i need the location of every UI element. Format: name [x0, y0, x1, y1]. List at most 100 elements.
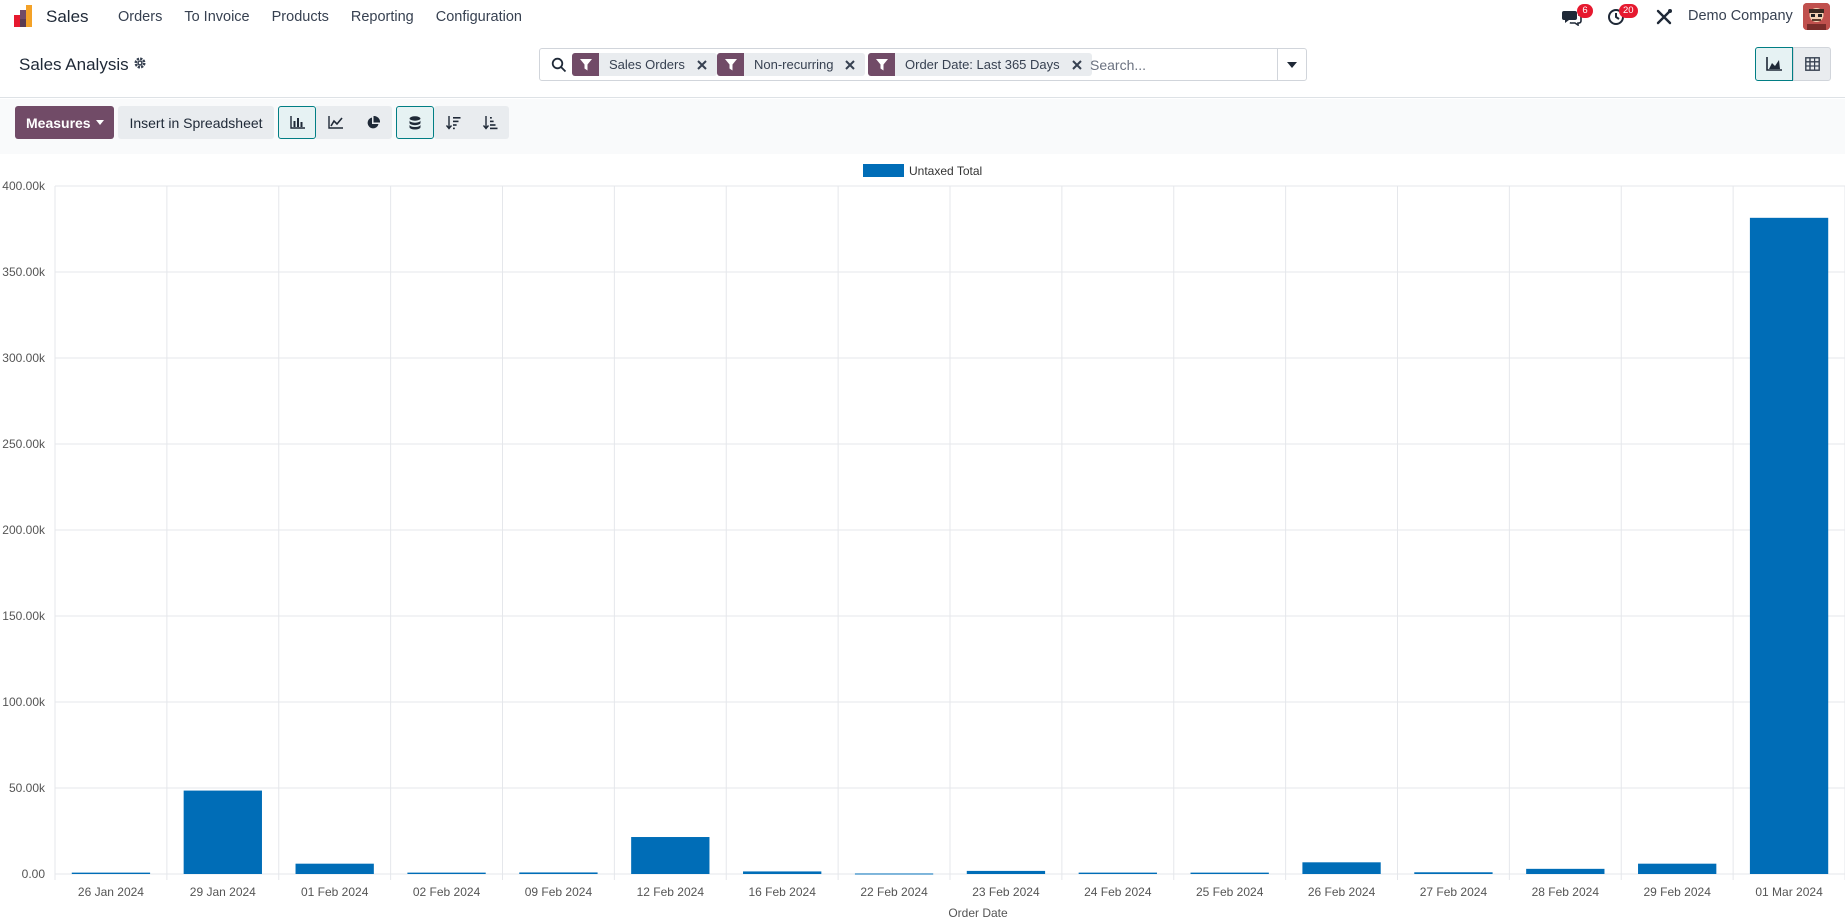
bar	[1302, 862, 1381, 874]
x-tick-label: 29 Feb 2024	[1643, 885, 1711, 899]
bar	[1638, 863, 1717, 874]
line-chart-icon	[327, 116, 343, 129]
bar	[519, 872, 598, 874]
user-avatar[interactable]	[1803, 3, 1830, 30]
bar	[1414, 872, 1493, 874]
x-tick-label: 02 Feb 2024	[413, 885, 481, 899]
facet-sales-orders[interactable]: Sales Orders	[572, 53, 717, 76]
legend-label: Untaxed Total	[909, 164, 982, 178]
graph-view-button[interactable]	[1755, 47, 1793, 81]
y-tick-label: 300.00k	[2, 351, 46, 365]
x-tick-label: 26 Feb 2024	[1308, 885, 1376, 899]
main-menu: Orders To Invoice Products Reporting Con…	[107, 0, 533, 34]
facet-label: Sales Orders	[609, 57, 685, 72]
company-switcher[interactable]: Demo Company	[1688, 8, 1793, 24]
y-tick-label: 350.00k	[2, 265, 46, 279]
y-tick-label: 150.00k	[2, 609, 46, 623]
top-navbar: Sales Orders To Invoice Products Reporti…	[0, 0, 1845, 34]
caret-down-icon	[1287, 61, 1297, 68]
caret-down-icon	[96, 120, 104, 125]
y-tick-label: 0.00	[22, 867, 46, 881]
facet-label: Non-recurring	[754, 57, 834, 72]
filter-icon	[572, 53, 599, 76]
app-name[interactable]: Sales	[46, 7, 89, 26]
sales-app-icon[interactable]	[14, 5, 38, 27]
close-icon[interactable]	[695, 58, 709, 72]
close-icon[interactable]	[843, 58, 857, 72]
x-tick-label: 25 Feb 2024	[1196, 885, 1264, 899]
pivot-view-button[interactable]	[1793, 47, 1831, 81]
line-chart-button[interactable]	[316, 106, 354, 139]
menu-reporting[interactable]: Reporting	[350, 9, 414, 25]
graph-toolbar: Measures Insert in Spreadsheet	[0, 99, 1845, 154]
bar	[407, 872, 486, 874]
menu-to-invoice[interactable]: To Invoice	[184, 9, 250, 25]
x-tick-label: 24 Feb 2024	[1084, 885, 1152, 899]
insert-spreadsheet-button[interactable]: Insert in Spreadsheet	[118, 106, 274, 139]
x-tick-label: 16 Feb 2024	[748, 885, 816, 899]
bar	[631, 837, 710, 874]
y-tick-label: 250.00k	[2, 437, 46, 451]
area-chart-icon	[1766, 57, 1782, 71]
bar-chart-icon	[289, 116, 305, 129]
sort-descending-button[interactable]	[434, 106, 472, 139]
x-tick-label: 01 Feb 2024	[301, 885, 369, 899]
sort-descending-icon	[445, 115, 460, 130]
table-icon	[1804, 57, 1820, 71]
menu-products[interactable]: Products	[271, 9, 329, 25]
bar-chart-button[interactable]	[278, 106, 316, 139]
activities-badge: 20	[1619, 4, 1638, 18]
menu-configuration[interactable]: Configuration	[435, 9, 522, 25]
bar	[71, 872, 151, 874]
search-options-toggle[interactable]	[1277, 49, 1306, 80]
y-tick-label: 50.00k	[9, 781, 46, 795]
bar-chart: 0.00 50.00k 100.00k 150.00k 200.00k 250.00k 30…	[2, 164, 1845, 920]
close-icon[interactable]	[1070, 58, 1084, 72]
x-tick-label: 12 Feb 2024	[637, 885, 705, 899]
messages-badge: 6	[1577, 4, 1593, 18]
bar	[1749, 217, 1829, 874]
bar	[854, 873, 934, 875]
bar	[183, 790, 262, 874]
facet-label: Order Date: Last 365 Days	[905, 57, 1060, 72]
measures-button[interactable]: Measures	[15, 106, 114, 139]
bar	[1526, 868, 1605, 874]
filter-icon	[717, 53, 744, 76]
bar	[1190, 872, 1269, 874]
x-tick-label: 23 Feb 2024	[972, 885, 1040, 899]
filter-icon	[868, 53, 895, 76]
sort-ascending-icon	[482, 115, 497, 130]
x-axis-label: Order Date	[948, 906, 1008, 920]
user-avatar-image	[1803, 3, 1830, 30]
pie-chart-icon	[367, 115, 380, 128]
search-bar: Sales Orders Non-recurring Order Date: L…	[539, 48, 1307, 81]
x-tick-label: 27 Feb 2024	[1420, 885, 1488, 899]
debug-tools-icon[interactable]	[1655, 8, 1675, 26]
database-stack-icon	[409, 115, 421, 129]
stacked-toggle-button[interactable]	[396, 106, 434, 139]
legend-swatch	[863, 164, 904, 177]
x-tick-label: 26 Jan 2024	[78, 885, 144, 899]
search-input[interactable]	[1090, 55, 1280, 75]
x-tick-label: 28 Feb 2024	[1532, 885, 1600, 899]
control-panel: Sales Analysis Sales Orders Non-recurrin…	[0, 34, 1845, 98]
gear-icon[interactable]	[133, 56, 147, 70]
x-tick-label: 01 Mar 2024	[1755, 885, 1823, 899]
facet-order-date[interactable]: Order Date: Last 365 Days	[868, 53, 1092, 76]
y-tick-label: 400.00k	[2, 179, 46, 193]
menu-orders[interactable]: Orders	[118, 9, 163, 25]
x-tick-label: 22 Feb 2024	[860, 885, 928, 899]
bar	[295, 863, 374, 874]
x-tick-label: 29 Jan 2024	[190, 885, 256, 899]
search-icon[interactable]	[551, 57, 567, 73]
measures-label: Measures	[26, 114, 91, 131]
facet-non-recurring[interactable]: Non-recurring	[717, 53, 866, 76]
bar	[1078, 872, 1157, 874]
graph-view: 0.00 50.00k 100.00k 150.00k 200.00k 250.00k 30…	[0, 154, 1845, 923]
page-title: Sales Analysis	[19, 55, 129, 74]
x-tick-label: 09 Feb 2024	[525, 885, 593, 899]
pie-chart-button[interactable]	[354, 106, 392, 139]
y-tick-label: 100.00k	[2, 695, 46, 709]
bar	[743, 871, 822, 874]
sort-ascending-button[interactable]	[471, 106, 509, 139]
